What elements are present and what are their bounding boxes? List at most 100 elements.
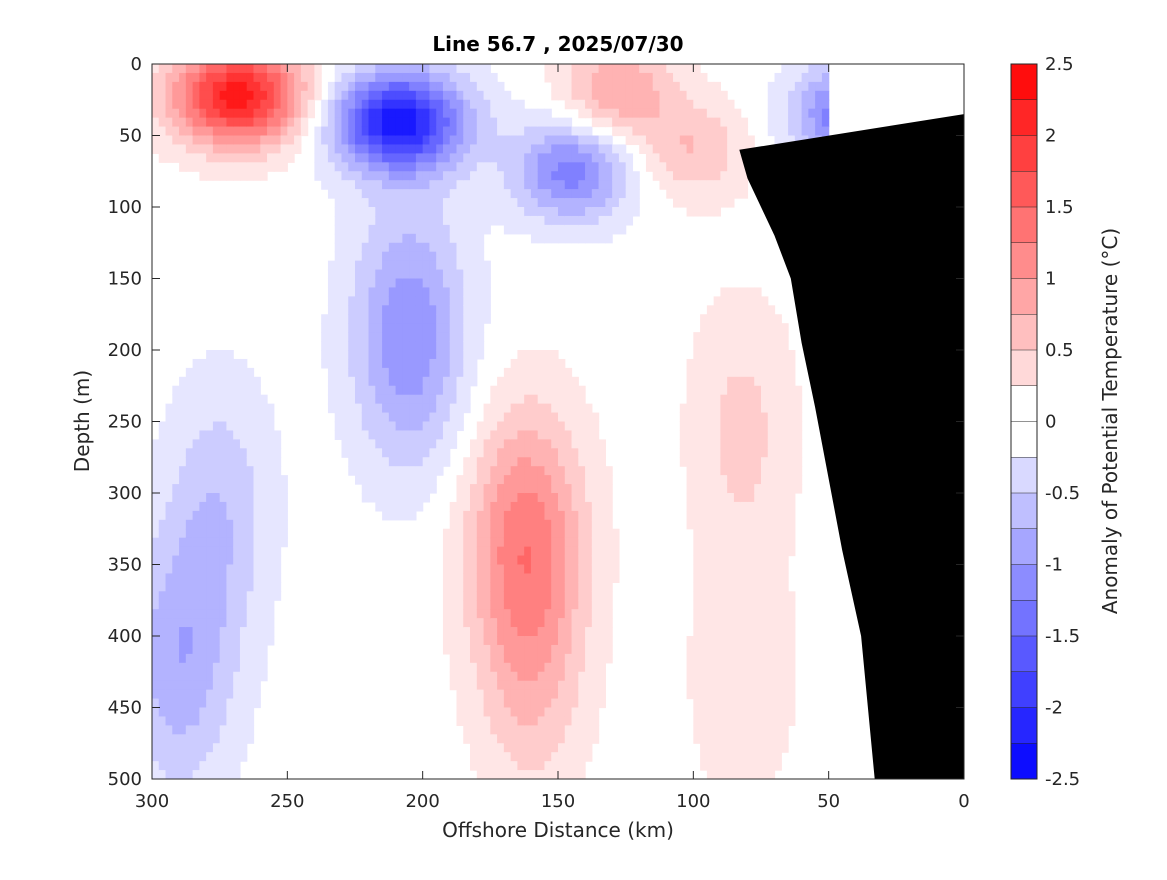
heatmap-cell <box>564 618 573 628</box>
heatmap-cell <box>591 537 600 548</box>
heatmap-cell <box>449 367 458 378</box>
heatmap-cell <box>774 582 782 592</box>
heatmap-cell <box>321 108 329 119</box>
heatmap-cell <box>571 224 579 235</box>
heatmap-cell <box>253 403 261 414</box>
heatmap-cell <box>781 484 789 494</box>
heatmap-cell <box>490 573 498 583</box>
heatmap-cell <box>179 412 187 423</box>
heatmap-cell <box>686 72 694 83</box>
heatmap-cell <box>774 698 782 709</box>
heatmap-cell <box>503 519 512 530</box>
heatmap-cell <box>206 761 214 771</box>
heatmap-cell <box>470 269 478 280</box>
heatmap-cell <box>456 376 464 387</box>
heatmap-cell <box>449 385 458 396</box>
heatmap-cell <box>233 430 241 440</box>
heatmap-cell <box>206 770 214 779</box>
heatmap-cell <box>591 734 600 744</box>
heatmap-cell <box>422 457 431 467</box>
heatmap-cell <box>761 662 769 673</box>
heatmap-cell <box>239 439 248 449</box>
heatmap-cell <box>463 573 471 583</box>
heatmap-cell <box>206 484 214 494</box>
heatmap-cell <box>537 537 546 548</box>
heatmap-cell <box>585 519 593 530</box>
heatmap-cell <box>246 636 255 646</box>
heatmap-cell <box>740 385 749 396</box>
heatmap-cell <box>733 358 742 369</box>
heatmap-cell <box>761 707 769 718</box>
heatmap-cell <box>402 376 410 387</box>
heatmap-cell <box>497 207 505 217</box>
heatmap-cell <box>747 323 755 333</box>
heatmap-cell <box>402 358 410 369</box>
heatmap-cell <box>233 662 241 673</box>
heatmap-cell <box>226 537 234 548</box>
heatmap-cell <box>761 412 769 423</box>
heatmap-cell <box>165 600 173 610</box>
heatmap-cell <box>706 743 715 753</box>
heatmap-cell <box>537 528 546 539</box>
heatmap-cell <box>666 135 674 146</box>
heatmap-cell <box>524 761 532 771</box>
heatmap-cell <box>449 171 458 181</box>
heatmap-cell <box>497 698 505 709</box>
heatmap-cell <box>754 546 762 557</box>
heatmap-cell <box>544 609 552 619</box>
heatmap-cell <box>348 376 356 387</box>
heatmap-cell <box>578 555 586 566</box>
heatmap-cell <box>219 430 228 440</box>
heatmap-cell <box>747 296 755 306</box>
heatmap-cell <box>713 421 721 432</box>
heatmap-cell <box>598 448 606 458</box>
heatmap-cell <box>483 305 491 315</box>
heatmap-cell <box>206 493 214 503</box>
heatmap-cell <box>686 126 694 137</box>
heatmap-cell <box>483 546 491 557</box>
heatmap-cell <box>591 519 600 530</box>
heatmap-cell <box>700 636 708 646</box>
heatmap-cell <box>551 582 559 592</box>
heatmap-cell <box>348 466 356 476</box>
heatmap-cell <box>158 591 167 601</box>
heatmap-cell <box>618 117 627 128</box>
heatmap-cell <box>165 99 173 110</box>
heatmap-cell <box>233 448 241 458</box>
heatmap-cell <box>368 341 376 351</box>
heatmap-cell <box>537 207 546 217</box>
heatmap-cell <box>436 117 444 128</box>
heatmap-cell <box>530 689 539 700</box>
heatmap-cell <box>510 761 518 771</box>
heatmap-cell <box>192 421 200 432</box>
heatmap-cell <box>253 385 261 396</box>
heatmap-cell <box>260 466 268 476</box>
heatmap-cell <box>530 376 539 387</box>
heatmap-cell <box>375 341 383 351</box>
heatmap-cell <box>355 251 363 262</box>
heatmap-cell <box>348 269 356 280</box>
heatmap-cell <box>483 528 491 539</box>
heatmap-cell <box>510 144 518 154</box>
heatmap-cell <box>524 350 532 360</box>
heatmap-cell <box>720 439 728 449</box>
heatmap-cell <box>537 162 546 172</box>
heatmap-cell <box>152 108 160 119</box>
heatmap-cell <box>470 743 478 753</box>
heatmap-cell <box>442 600 451 610</box>
heatmap-cell <box>591 171 600 181</box>
heatmap-cell <box>294 126 302 137</box>
heatmap-cell <box>382 421 390 432</box>
heatmap-cell <box>720 546 728 557</box>
heatmap-cell <box>666 90 674 101</box>
heatmap-cell <box>341 215 349 226</box>
heatmap-cell <box>206 653 214 664</box>
heatmap-cell <box>185 636 194 646</box>
heatmap-cell <box>720 573 728 583</box>
heatmap-cell <box>754 573 762 583</box>
heatmap-cell <box>761 350 769 360</box>
heatmap-cell <box>490 439 498 449</box>
heatmap-cell <box>693 653 701 664</box>
heatmap-cell <box>530 609 539 619</box>
heatmap-cell <box>415 287 424 297</box>
